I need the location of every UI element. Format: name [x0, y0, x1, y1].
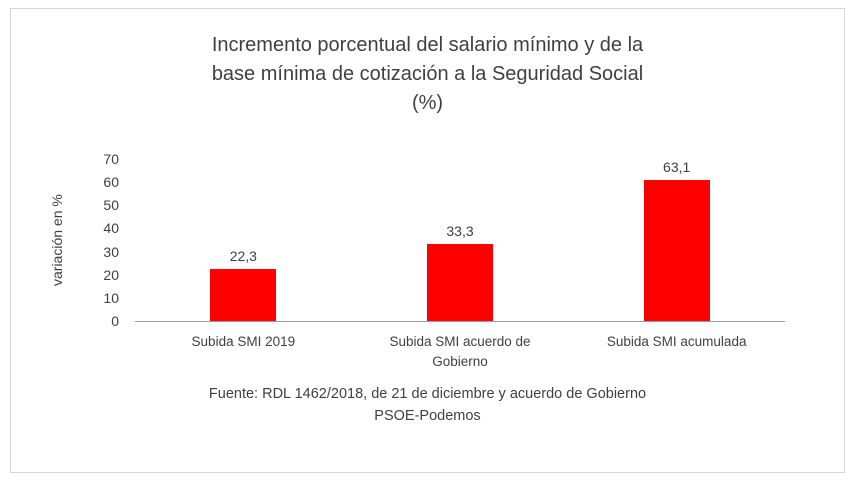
chart-frame: Incremento porcentual del salario mínimo…	[10, 8, 845, 473]
y-tick-label: 50	[103, 197, 119, 214]
bar	[427, 243, 493, 321]
y-tick-label: 20	[103, 266, 119, 283]
plot-area: 22,3 33,3 63,1	[135, 159, 785, 322]
bar-group: 33,3	[352, 159, 569, 321]
y-tick-label: 60	[103, 174, 119, 191]
y-tick-label: 0	[111, 313, 119, 329]
x-category-label: Subida SMI acumulada	[568, 332, 785, 371]
y-tick-label: 40	[103, 220, 119, 237]
source-note: Fuente: RDL 1462/2018, de 21 de diciembr…	[208, 386, 647, 424]
bar-group: 22,3	[135, 159, 352, 321]
y-tick-label: 70	[103, 151, 119, 167]
bar-value-label: 63,1	[663, 159, 691, 175]
x-category-label: Subida SMI acuerdo de Gobierno	[352, 332, 569, 371]
y-axis-ticks: 0 10 20 30 40 50 60 70	[83, 151, 127, 329]
x-category-label-text: Subida SMI 2019	[191, 334, 296, 349]
bar-value-label: 22,3	[229, 248, 257, 265]
x-axis-labels: Subida SMI 2019 Subida SMI acuerdo de Gob…	[135, 332, 785, 371]
y-tick-label: 10	[103, 289, 119, 306]
x-category-label-text: Subida SMI acuerdo de Gobierno	[389, 334, 531, 369]
bar-group: 63,1	[568, 159, 785, 321]
x-category-label-text: Subida SMI acumulada	[606, 334, 747, 349]
bar-value-label: 33,3	[446, 222, 474, 239]
y-axis-title: variación en %	[49, 194, 65, 286]
x-category-label: Subida SMI 2019	[135, 332, 352, 371]
y-tick-label: 30	[103, 243, 119, 260]
bar	[210, 269, 277, 321]
chart-region: variación en % 0 10 20 30 40 50 60 70 22,3 33,3 6…	[11, 127, 844, 387]
chart-title: Incremento porcentual del salario mínimo…	[211, 34, 644, 114]
bar	[643, 180, 710, 321]
